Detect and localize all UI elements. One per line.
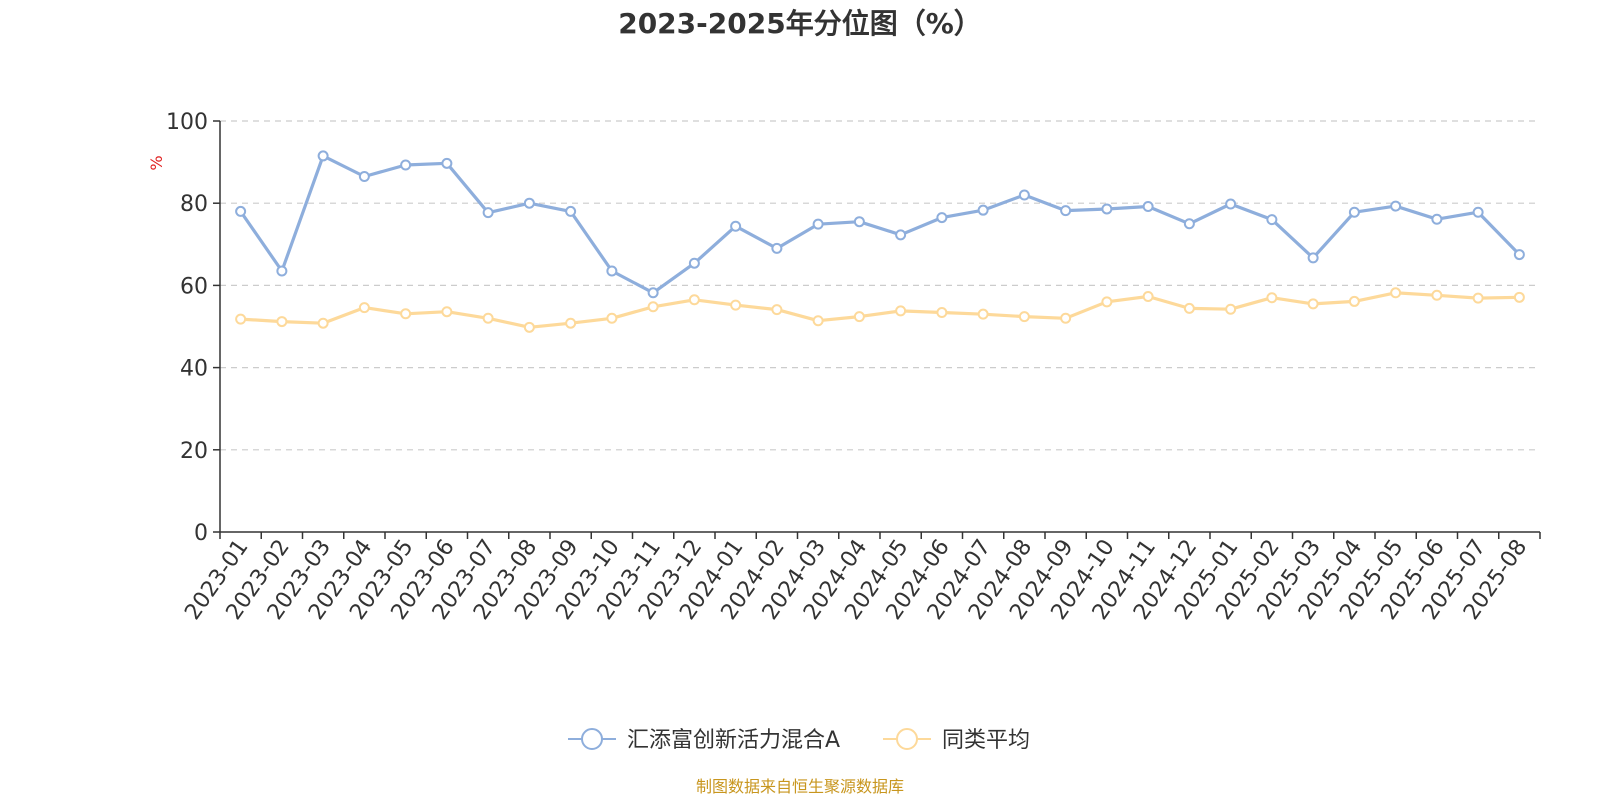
data-point [1266, 292, 1278, 304]
y-tick-label: 40 [180, 357, 208, 382]
data-point [523, 197, 535, 209]
legend-label-1: 同类平均 [942, 728, 1030, 753]
data-point [1142, 200, 1154, 212]
data-point [482, 312, 494, 324]
data-point [441, 157, 453, 169]
legend-item-0[interactable]: 汇添富创新活力混合A [568, 728, 840, 753]
data-point [565, 205, 577, 217]
y-tick-label: 0 [194, 521, 208, 546]
data-point [895, 229, 907, 241]
data-point [1431, 213, 1443, 225]
legend-swatch-marker-0 [581, 728, 603, 750]
data-point [400, 159, 412, 171]
data-point [895, 305, 907, 317]
data-point [358, 170, 370, 182]
data-point [1060, 205, 1072, 217]
data-point [441, 306, 453, 318]
series-line-0 [239, 154, 1521, 295]
axes [213, 120, 1541, 539]
y-tick-label: 60 [180, 274, 208, 299]
data-point [565, 317, 577, 329]
data-point [688, 257, 700, 269]
chart-title: 2023-2025年分位图（%） [618, 7, 982, 40]
data-point [1183, 302, 1195, 314]
data-point [1348, 206, 1360, 218]
data-point [730, 220, 742, 232]
data-point [977, 308, 989, 320]
data-point [1390, 200, 1402, 212]
data-point [853, 216, 865, 228]
data-point [235, 205, 247, 217]
data-point [771, 304, 783, 316]
data-point [235, 313, 247, 325]
data-point [276, 265, 288, 277]
data-point [1472, 206, 1484, 218]
data-point [1266, 214, 1278, 226]
data-point [1183, 218, 1195, 230]
y-tick-label: 20 [180, 439, 208, 464]
series-line-1 [240, 291, 1520, 329]
data-point [936, 212, 948, 224]
legend-item-1[interactable]: 同类平均 [883, 728, 1030, 753]
data-point [317, 150, 329, 162]
legend[interactable]: 汇添富创新活力混合A 同类平均 [568, 728, 1030, 753]
data-point [1018, 189, 1030, 201]
y-tick-label: 100 [166, 110, 208, 135]
data-point [482, 207, 494, 219]
y-tick-label: 80 [180, 192, 208, 217]
data-point [812, 218, 824, 230]
data-point [1101, 296, 1113, 308]
series-0 [235, 150, 1525, 299]
data-point [688, 294, 700, 306]
data-point [1513, 249, 1525, 261]
data-point [1390, 287, 1402, 299]
data-point [276, 316, 288, 328]
data-point [977, 204, 989, 216]
y-tick-labels: 0 20 40 60 80 100 [166, 110, 208, 546]
data-point [936, 307, 948, 319]
source-note: 制图数据来自恒生聚源数据库 [696, 777, 904, 796]
data-point [1018, 311, 1030, 323]
data-point [1513, 291, 1525, 303]
data-point [1431, 289, 1443, 301]
y-axis-label: % [147, 155, 166, 170]
data-point [1225, 303, 1237, 315]
data-point [730, 299, 742, 311]
data-point [647, 301, 659, 313]
data-point [771, 242, 783, 254]
data-point [1101, 203, 1113, 215]
data-point [1307, 252, 1319, 264]
data-point [1142, 290, 1154, 302]
legend-swatch-marker-1 [896, 728, 918, 750]
x-tick-labels: 2023-012023-022023-032023-042023-052023-… [180, 535, 1532, 625]
data-point [853, 311, 865, 323]
data-point [1225, 198, 1237, 210]
data-point [812, 315, 824, 327]
data-point [606, 312, 618, 324]
data-point [1060, 312, 1072, 324]
data-point [317, 317, 329, 329]
data-point [1307, 298, 1319, 310]
data-point [1472, 292, 1484, 304]
data-point [1348, 295, 1360, 307]
data-point [400, 308, 412, 320]
series-1 [235, 287, 1525, 333]
grid-lines [220, 120, 1540, 451]
data-point [606, 265, 618, 277]
data-point [523, 321, 535, 333]
series-layer [235, 150, 1525, 333]
data-point [647, 287, 659, 299]
data-point [358, 302, 370, 314]
legend-label-0: 汇添富创新活力混合A [627, 728, 840, 753]
